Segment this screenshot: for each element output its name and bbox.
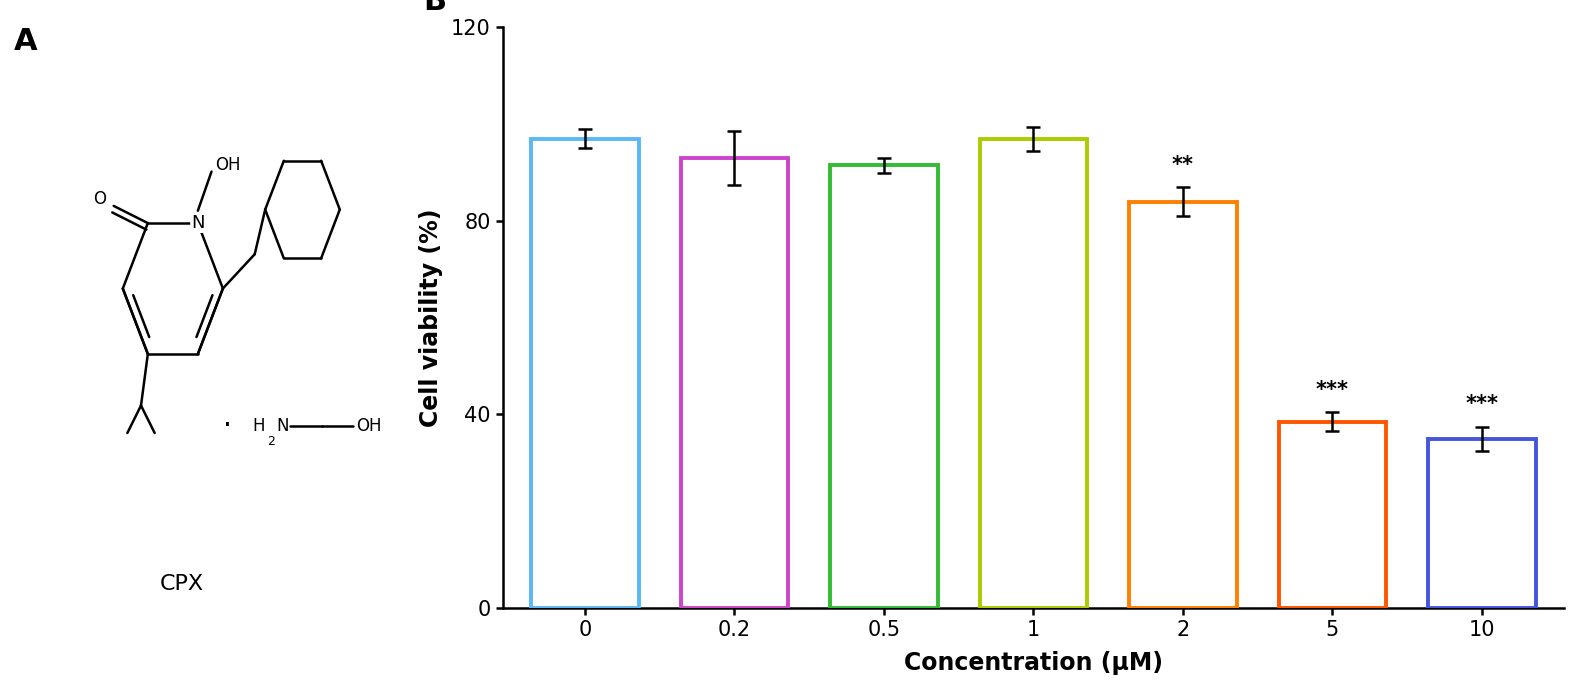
Bar: [680, 158, 788, 608]
Bar: [1128, 202, 1237, 608]
Text: H: H: [252, 417, 265, 435]
Text: A: A: [14, 27, 37, 56]
Text: OH: OH: [356, 417, 381, 435]
Bar: [980, 139, 1087, 608]
Bar: [1278, 422, 1387, 608]
Text: O: O: [94, 190, 107, 208]
Text: 2: 2: [267, 435, 275, 447]
Text: N: N: [276, 417, 289, 435]
X-axis label: Concentration (μM): Concentration (μM): [903, 651, 1163, 675]
Text: ***: ***: [1315, 380, 1349, 400]
Text: B: B: [423, 0, 447, 16]
Text: ·: ·: [223, 412, 231, 440]
Bar: [531, 139, 638, 608]
Text: **: **: [1171, 155, 1194, 175]
Text: CPX: CPX: [160, 574, 204, 594]
Text: OH: OH: [215, 156, 239, 174]
Bar: [1428, 439, 1535, 608]
Bar: [830, 166, 938, 608]
Y-axis label: Cell viability (%): Cell viability (%): [418, 208, 442, 427]
Text: ***: ***: [1465, 394, 1499, 414]
Text: N: N: [192, 214, 204, 232]
